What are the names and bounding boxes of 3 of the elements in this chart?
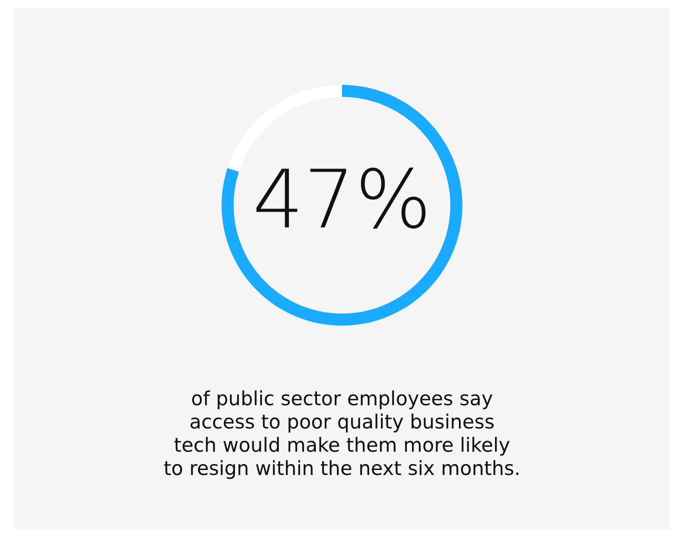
donut-slice xyxy=(222,84,462,326)
text: 47% xyxy=(256,168,426,229)
text: of public sector employees say access to poor quality business tech would make them more likely to resign within the next six months. xyxy=(164,390,518,479)
